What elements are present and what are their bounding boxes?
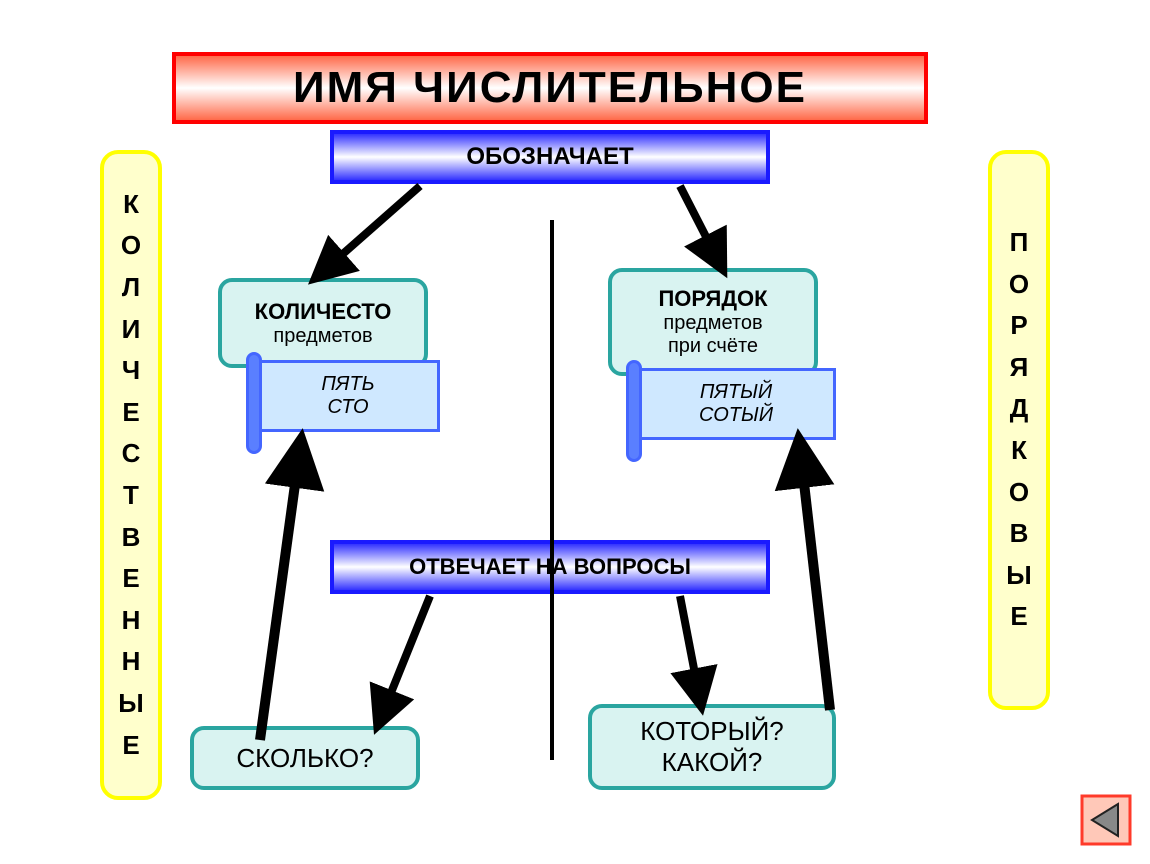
oboznachaet-box: ОБОЗНАЧАЕТ xyxy=(330,130,770,184)
left-side-label: КОЛИЧЕСТВЕННЫЕ xyxy=(100,150,162,800)
oboznachaet-text: ОБОЗНАЧАЕТ xyxy=(466,143,633,171)
right-side-label: ПОРЯДКОВЫЕ xyxy=(988,150,1050,710)
skolko-box: СКОЛЬКО? xyxy=(190,726,420,790)
right-scroll-edge xyxy=(626,360,642,462)
left-scroll-box: ПЯТЬСТО xyxy=(256,360,440,432)
poryadok-box: ПОРЯДОК предметов при счёте xyxy=(608,268,818,376)
main-title-text: ИМЯ ЧИСЛИТЕЛЬНОЕ xyxy=(293,63,807,113)
kolichesto-line2: предметов xyxy=(273,325,372,348)
poryadok-line1: ПОРЯДОК xyxy=(658,286,767,312)
left-scroll-edge xyxy=(246,352,262,454)
nav-back-icon xyxy=(1080,794,1132,846)
poryadok-line2: предметов xyxy=(663,312,762,335)
nav-back-button[interactable] xyxy=(1080,794,1132,846)
poryadok-line3: при счёте xyxy=(668,335,758,358)
kolichesto-line1: КОЛИЧЕСТО xyxy=(255,299,392,325)
center-divider xyxy=(550,220,554,760)
main-title-box: ИМЯ ЧИСЛИТЕЛЬНОЕ xyxy=(172,52,928,124)
kotoryi-box: КОТОРЫЙ?КАКОЙ? xyxy=(588,704,836,790)
right-scroll-box: ПЯТЫЙСОТЫЙ xyxy=(636,368,836,440)
